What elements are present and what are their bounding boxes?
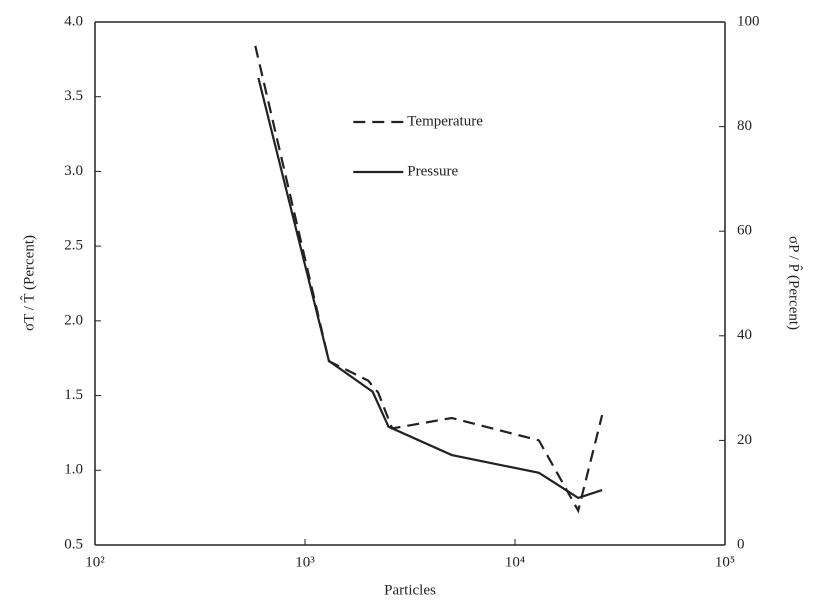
y-tick-label: 1.0 [64, 462, 83, 478]
legend-label: Pressure [407, 163, 458, 179]
y-tick-label: 2.0 [64, 312, 83, 328]
y-axis-label: σT / T̂ (Percent) [20, 235, 37, 331]
data-line [257, 77, 603, 500]
y2-tick-label: 80 [737, 118, 752, 134]
y-tick-label: 4.0 [64, 13, 83, 29]
x-tick-label: 10⁵ [715, 554, 735, 570]
x-axis-label: Particles [384, 582, 436, 598]
y-tick-label: 0.5 [64, 536, 83, 552]
x-tick-label: 10³ [295, 554, 315, 570]
y2-axis-label: σP / P̂ (Percent) [786, 236, 803, 330]
y2-tick-label: 0 [737, 536, 745, 552]
y-tick-label: 1.5 [64, 387, 83, 403]
y2-tick-label: 100 [737, 13, 760, 29]
y-tick-label: 2.5 [64, 238, 83, 254]
y-tick-label: 3.5 [64, 88, 83, 104]
y2-tick-label: 20 [737, 432, 752, 448]
x-tick-label: 10² [85, 554, 105, 570]
y2-tick-label: 60 [737, 223, 752, 239]
y2-tick-label: 40 [737, 327, 752, 343]
y-tick-label: 3.0 [64, 163, 83, 179]
x-tick-label: 10⁴ [505, 554, 525, 570]
legend-label: Temperature [407, 113, 483, 129]
